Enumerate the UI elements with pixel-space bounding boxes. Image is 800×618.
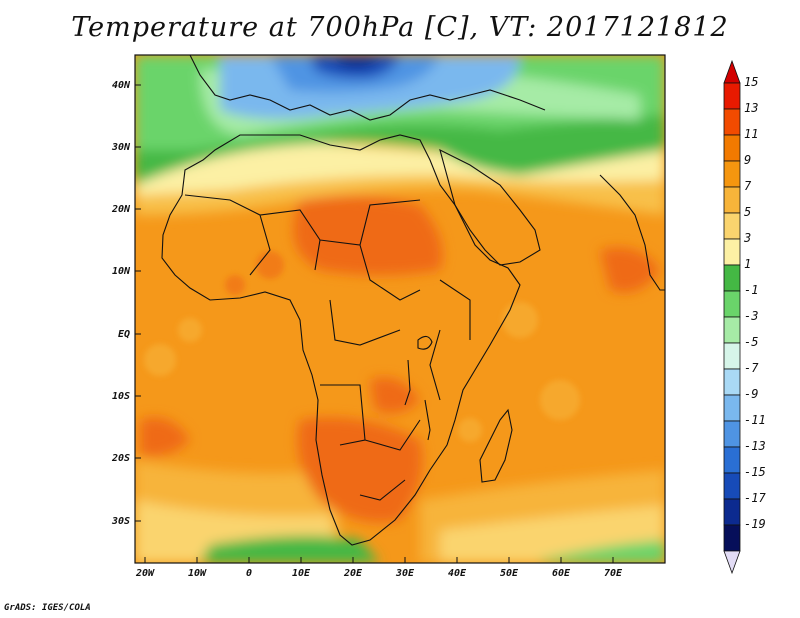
colorbar-segment: [723, 290, 741, 318]
lat-label-eq: EQ: [117, 329, 130, 340]
lake-tanganyika: [404, 359, 411, 406]
lon-label-60e: 60E: [551, 568, 571, 579]
colorbar-segment: [723, 108, 741, 136]
india-coastline: [599, 174, 665, 291]
lake-victoria: [417, 335, 433, 350]
colorbar-label: -11: [744, 413, 766, 427]
colorbar-segment: [723, 316, 741, 344]
colorbar-segment: [723, 524, 741, 552]
lon-label-70e: 70E: [603, 568, 623, 579]
colorbar-segment: [723, 212, 741, 240]
lat-label-40n: 40N: [111, 80, 130, 91]
colorbar-segment: [723, 472, 741, 500]
map-frame: [134, 54, 666, 564]
colorbar-segment: [723, 394, 741, 422]
lat-label-30n: 30N: [111, 142, 130, 153]
madagascar-coastline: [479, 408, 513, 483]
axis-ticks: [135, 84, 614, 563]
lat-label-10s: 10S: [111, 391, 130, 402]
arabia-coastline: [439, 148, 541, 266]
colorbar-label: 13: [744, 101, 759, 115]
grads-credit: GrADS: IGES/COLA: [4, 603, 91, 613]
lat-label-20n: 20N: [111, 204, 130, 215]
colorbar-label: -17: [744, 491, 766, 505]
country-borders: [184, 194, 471, 501]
lon-label-40e: 40E: [447, 568, 467, 579]
lon-label-10e: 10E: [291, 568, 311, 579]
colorbar-label: -9: [744, 387, 759, 401]
colorbar-label: 11: [744, 127, 759, 141]
colorbar-label: 15: [744, 75, 759, 89]
colorbar-min-arrow: [723, 550, 741, 575]
colorbar-segment: [723, 82, 741, 110]
colorbar-segment: [723, 446, 741, 474]
colorbar-label: -5: [744, 335, 759, 349]
colorbar-label: -19: [744, 517, 766, 531]
lon-label-10w: 10W: [187, 568, 207, 579]
colorbar-label: 1: [744, 257, 752, 271]
colorbar-label: -15: [744, 465, 766, 479]
lon-label-0: 0: [245, 568, 253, 579]
coastlines: [161, 55, 665, 546]
lat-label-10n: 10N: [111, 266, 130, 277]
lat-label-20s: 20S: [111, 453, 130, 464]
lon-label-30e: 30E: [395, 568, 415, 579]
colorbar-segment: [723, 368, 741, 396]
colorbar-segment: [723, 186, 741, 214]
temperature-field: [135, 55, 665, 563]
colorbar: [723, 59, 741, 575]
colorbar-label: -1: [744, 283, 759, 297]
colorbar-label: -13: [744, 439, 766, 453]
colorbar-segment: [723, 264, 741, 292]
colorbar-segment: [723, 238, 741, 266]
colorbar-segment: [723, 342, 741, 370]
colorbar-segment: [723, 134, 741, 162]
colorbar-label: 3: [744, 231, 752, 245]
colorbar-label: 9: [744, 153, 752, 167]
europe-coastline: [189, 55, 546, 121]
colorbar-label: 5: [744, 205, 752, 219]
colorbar-segment: [723, 498, 741, 526]
colorbar-label: 7: [744, 179, 752, 193]
colorbar-label: -3: [744, 309, 759, 323]
lon-label-20w: 20W: [135, 568, 155, 579]
lake-malawi: [424, 399, 431, 441]
lon-label-20e: 20E: [343, 568, 363, 579]
colorbar-max-arrow: [723, 59, 741, 84]
lat-label-30s: 30S: [111, 516, 130, 527]
map-title: Temperature at 700hPa [C], VT: 201712181…: [71, 12, 729, 43]
colorbar-segment: [723, 420, 741, 448]
lon-label-50e: 50E: [499, 568, 519, 579]
africa-coastline: [161, 134, 521, 546]
colorbar-label: -7: [744, 361, 759, 375]
colorbar-segment: [723, 160, 741, 188]
